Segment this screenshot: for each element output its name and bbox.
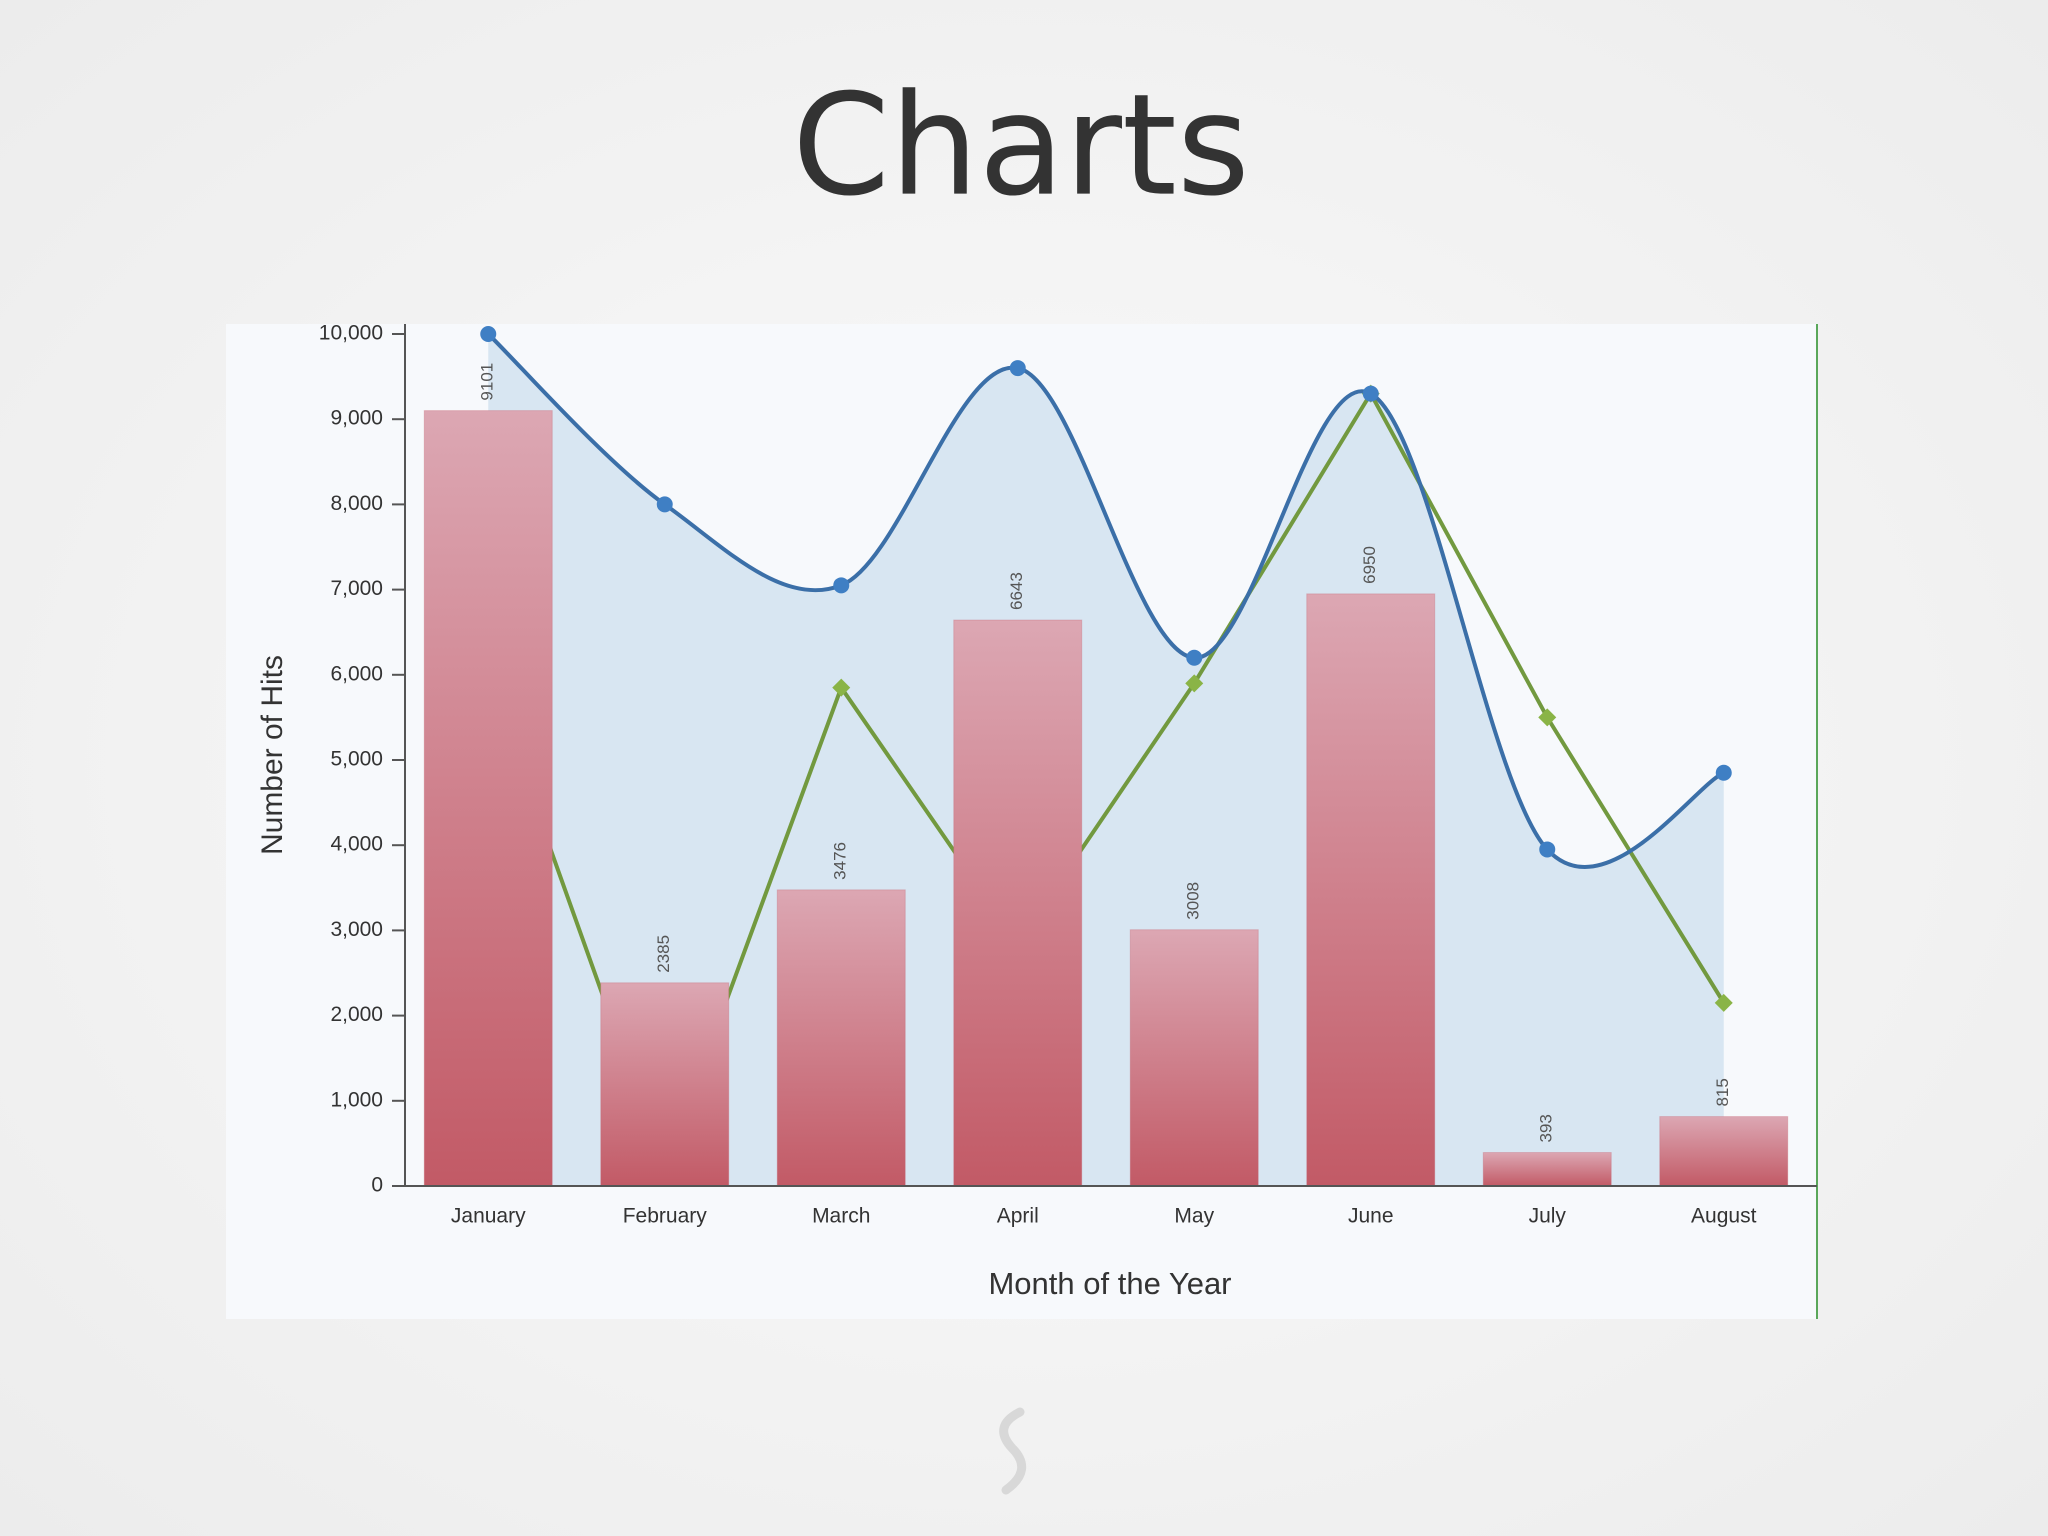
diamond-point [1538, 708, 1557, 727]
bar-value-label: 3008 [1184, 882, 1203, 920]
x-tick-label: March [812, 1205, 870, 1228]
bar-value-label: 3476 [831, 842, 850, 880]
x-axis-title: Month of the Year [988, 1266, 1231, 1301]
y-tick-label: 10,000 [319, 322, 383, 345]
point [1539, 841, 1556, 858]
y-tick-label: 8,000 [330, 492, 383, 515]
point [480, 326, 497, 342]
bar-value-label: 815 [1713, 1078, 1732, 1106]
y-tick-label: 7,000 [330, 577, 383, 600]
x-tick-label: May [1174, 1205, 1214, 1228]
y-tick-label: 4,000 [330, 833, 383, 856]
x-tick-label: February [623, 1205, 708, 1228]
y-tick-label: 3,000 [330, 918, 383, 941]
slide-title: Charts [792, 65, 1250, 228]
point [656, 496, 673, 513]
bar-value-label: 9101 [478, 363, 497, 401]
point [1009, 360, 1026, 377]
x-tick-label: July [1529, 1205, 1567, 1228]
bar [1129, 929, 1259, 1187]
diamond-point [1714, 993, 1733, 1012]
point [833, 577, 850, 594]
diamond-point [1185, 674, 1204, 693]
point [1715, 764, 1732, 781]
bar [776, 889, 906, 1187]
footer-logo [999, 1407, 1026, 1495]
x-tick-label: June [1348, 1205, 1394, 1228]
y-axis-title: Number of Hits [256, 655, 289, 855]
y-tick-label: 2,000 [330, 1003, 383, 1026]
point [1186, 649, 1203, 666]
y-tick-label: 1,000 [330, 1088, 383, 1111]
bar [600, 982, 730, 1187]
bar [953, 619, 1083, 1187]
bar-value-label: 6643 [1007, 572, 1026, 610]
y-tick-label: 9,000 [330, 407, 383, 430]
bar-value-label: 2385 [654, 935, 673, 973]
point [1362, 385, 1379, 402]
bar-value-label: 6950 [1360, 546, 1379, 584]
bar [1482, 1152, 1612, 1187]
area-line [486, 332, 1725, 869]
x-tick-label: August [1691, 1205, 1757, 1228]
bar [1306, 593, 1436, 1187]
bar [423, 410, 553, 1187]
y-tick-label: 6,000 [330, 662, 383, 685]
x-tick-label: April [997, 1205, 1039, 1228]
y-tick-label: 0 [371, 1174, 383, 1197]
bar-value-label: 393 [1537, 1114, 1556, 1142]
y-tick-label: 5,000 [330, 748, 383, 771]
diamond-point [832, 678, 851, 697]
bar [1659, 1116, 1789, 1187]
x-tick-label: January [451, 1205, 526, 1228]
